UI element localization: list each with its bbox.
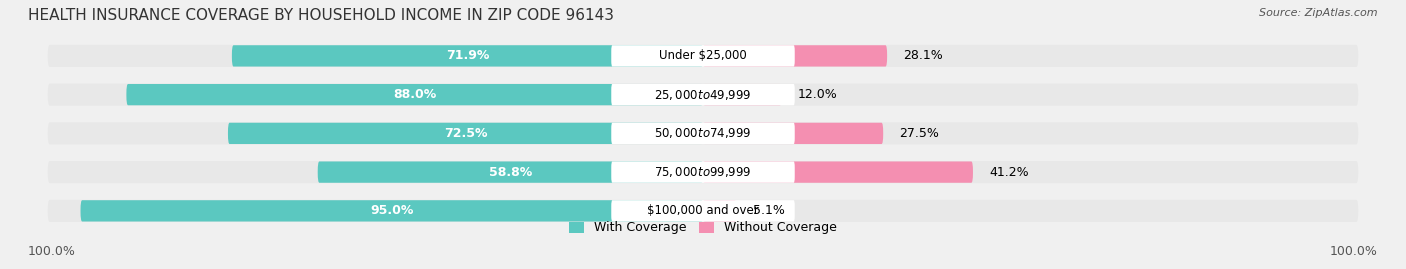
Text: 72.5%: 72.5% xyxy=(444,127,488,140)
FancyBboxPatch shape xyxy=(612,84,794,105)
FancyBboxPatch shape xyxy=(703,200,737,221)
Text: 27.5%: 27.5% xyxy=(900,127,939,140)
FancyBboxPatch shape xyxy=(703,45,887,66)
Legend: With Coverage, Without Coverage: With Coverage, Without Coverage xyxy=(564,217,842,239)
Text: 12.0%: 12.0% xyxy=(799,88,838,101)
Text: HEALTH INSURANCE COVERAGE BY HOUSEHOLD INCOME IN ZIP CODE 96143: HEALTH INSURANCE COVERAGE BY HOUSEHOLD I… xyxy=(28,8,614,23)
Text: $50,000 to $74,999: $50,000 to $74,999 xyxy=(654,126,752,140)
Text: 88.0%: 88.0% xyxy=(394,88,436,101)
Text: 28.1%: 28.1% xyxy=(904,49,943,62)
Text: 100.0%: 100.0% xyxy=(28,245,76,258)
FancyBboxPatch shape xyxy=(612,45,794,66)
Text: 5.1%: 5.1% xyxy=(752,204,785,217)
FancyBboxPatch shape xyxy=(48,122,1358,144)
FancyBboxPatch shape xyxy=(703,123,883,144)
FancyBboxPatch shape xyxy=(228,123,703,144)
Text: $25,000 to $49,999: $25,000 to $49,999 xyxy=(654,88,752,102)
FancyBboxPatch shape xyxy=(48,84,1358,106)
Text: 95.0%: 95.0% xyxy=(370,204,413,217)
Text: 71.9%: 71.9% xyxy=(446,49,489,62)
FancyBboxPatch shape xyxy=(80,200,703,221)
Text: Under $25,000: Under $25,000 xyxy=(659,49,747,62)
Text: $75,000 to $99,999: $75,000 to $99,999 xyxy=(654,165,752,179)
Text: $100,000 and over: $100,000 and over xyxy=(647,204,759,217)
FancyBboxPatch shape xyxy=(703,161,973,183)
FancyBboxPatch shape xyxy=(612,161,794,183)
FancyBboxPatch shape xyxy=(232,45,703,66)
FancyBboxPatch shape xyxy=(48,200,1358,222)
FancyBboxPatch shape xyxy=(127,84,703,105)
FancyBboxPatch shape xyxy=(703,84,782,105)
Text: 100.0%: 100.0% xyxy=(1330,245,1378,258)
FancyBboxPatch shape xyxy=(612,123,794,144)
FancyBboxPatch shape xyxy=(612,200,794,221)
Text: 41.2%: 41.2% xyxy=(990,166,1029,179)
Text: Source: ZipAtlas.com: Source: ZipAtlas.com xyxy=(1260,8,1378,18)
FancyBboxPatch shape xyxy=(318,161,703,183)
FancyBboxPatch shape xyxy=(48,161,1358,183)
FancyBboxPatch shape xyxy=(48,45,1358,67)
Text: 58.8%: 58.8% xyxy=(489,166,531,179)
